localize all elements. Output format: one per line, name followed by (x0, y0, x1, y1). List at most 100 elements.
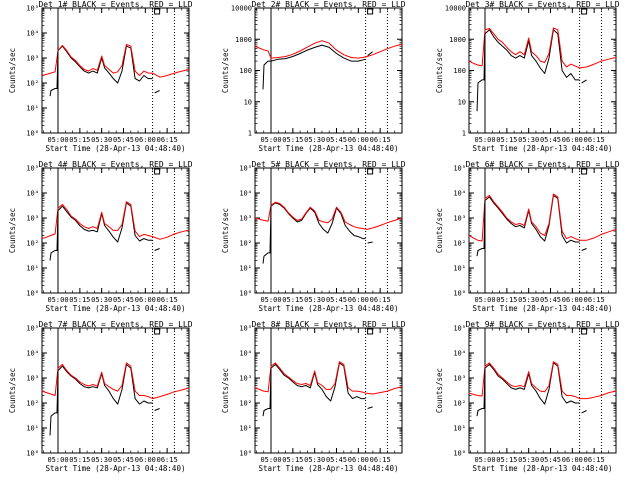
panel-title: Det 8# BLACK = Events, RED = LLD (251, 320, 405, 329)
detector-panel-7: Det 7# BLACK = Events, RED = LLD 10⁰ 10¹ 10… (8, 320, 193, 473)
x-tick-label: 05:15 (69, 296, 90, 304)
x-axis-label: Start Time (28-Apr-13 04:48:40) (473, 464, 613, 473)
y-tick-label: 10² (26, 400, 39, 408)
plot-frame (41, 327, 190, 454)
y-tick-label: 10³ (26, 55, 39, 63)
events-start-segment (476, 200, 486, 257)
events-series-line (484, 29, 580, 81)
x-tick-label: 05:30 (518, 136, 539, 144)
x-tick-label: 05:15 (496, 136, 517, 144)
y-tick-label: 10⁰ (26, 290, 39, 298)
x-tick-label: 05:45 (326, 296, 347, 304)
y-axis-label: Counts/sec (221, 368, 230, 413)
x-tick-label: 06:00 (562, 136, 583, 144)
events-start-segment (262, 206, 272, 264)
interval-marker-box (367, 328, 374, 335)
events-start-segment (476, 368, 486, 417)
plot-frame (468, 327, 617, 454)
y-tick-label: 10¹ (26, 425, 39, 433)
x-tick-label: 05:30 (304, 456, 325, 464)
events-start-segment (49, 370, 59, 436)
y-tick-label: 10⁴ (453, 190, 466, 198)
y-tick-label: 10⁴ (239, 190, 252, 198)
plot-frame (254, 327, 403, 454)
y-tick-label: 10¹ (453, 425, 466, 433)
y-tick-label: 10⁵ (453, 325, 466, 333)
y-axis-label: Counts/sec (221, 48, 230, 93)
y-axis-label: Counts/sec (8, 48, 17, 93)
x-axis-label: Start Time (28-Apr-13 04:48:40) (259, 144, 399, 153)
y-axis-label: Counts/sec (435, 48, 444, 93)
plot-frame (254, 7, 403, 134)
y-tick-label: 10¹ (239, 265, 252, 273)
y-tick-label: 10⁰ (239, 450, 252, 458)
x-tick-label: 05:00 (47, 136, 68, 144)
y-tick-label: 10² (453, 240, 466, 248)
events-series-line (270, 44, 366, 62)
x-axis-label: Start Time (28-Apr-13 04:48:40) (46, 144, 186, 153)
panel-title: Det 2# BLACK = Events, RED = LLD (251, 0, 405, 9)
events-start-segment (476, 33, 486, 112)
x-tick-label: 06:15 (370, 456, 391, 464)
events-start-segment (262, 368, 272, 417)
x-tick-label: 05:15 (282, 296, 303, 304)
y-tick-label: 10³ (26, 215, 39, 223)
interval-marker-box (367, 8, 374, 15)
x-axis-label: Start Time (28-Apr-13 04:48:40) (46, 304, 186, 313)
interval-marker-box (367, 168, 374, 175)
events-series-line (57, 202, 153, 243)
events-series-line (57, 363, 153, 405)
detector-panel-1: Det 1# BLACK = Events, RED = LLD 10⁰ 10¹ 10… (8, 0, 193, 153)
x-tick-label: 06:15 (370, 136, 391, 144)
y-tick-label: 10⁵ (453, 165, 466, 173)
y-tick-label: 10⁵ (26, 5, 39, 13)
y-tick-label: 10⁴ (26, 30, 39, 38)
x-tick-label: 05:15 (69, 136, 90, 144)
y-tick-label: 10⁰ (239, 290, 252, 298)
x-tick-label: 05:15 (69, 456, 90, 464)
y-tick-label: 10⁰ (453, 450, 466, 458)
y-tick-label: 10⁴ (453, 350, 466, 358)
y-tick-label: 10⁴ (239, 350, 252, 358)
x-tick-label: 05:30 (91, 456, 112, 464)
y-tick-label: 10² (453, 400, 466, 408)
events-start-segment (262, 60, 272, 90)
y-tick-label: 10⁵ (239, 325, 252, 333)
events-end-segment (581, 248, 587, 251)
x-tick-label: 06:15 (584, 296, 605, 304)
interval-marker-box (154, 168, 161, 175)
y-tick-label: 10¹ (26, 105, 39, 113)
events-series-line (484, 362, 580, 405)
panel-title: Det 7# BLACK = Events, RED = LLD (38, 320, 192, 329)
panel-title: Det 4# BLACK = Events, RED = LLD (38, 160, 192, 169)
y-tick-label: 10³ (239, 215, 252, 223)
x-axis-label: Start Time (28-Apr-13 04:48:40) (473, 144, 613, 153)
x-tick-label: 06:00 (135, 456, 156, 464)
y-axis-label: Counts/sec (8, 368, 17, 413)
y-tick-label: 1 (248, 130, 252, 138)
y-tick-label: 100 (239, 67, 252, 75)
detector-panel-5: Det 5# BLACK = Events, RED = LLD 10⁰ 10¹ 10… (221, 160, 406, 313)
y-tick-label: 10000 (231, 5, 252, 13)
x-tick-label: 05:00 (474, 136, 495, 144)
y-tick-label: 1000 (449, 36, 466, 44)
x-tick-label: 05:00 (474, 296, 495, 304)
panel-title: Det 1# BLACK = Events, RED = LLD (38, 0, 192, 9)
y-tick-label: 10⁴ (26, 350, 39, 358)
x-tick-label: 05:45 (540, 456, 561, 464)
x-tick-label: 05:15 (496, 456, 517, 464)
x-tick-label: 05:45 (540, 296, 561, 304)
x-tick-label: 05:30 (91, 136, 112, 144)
y-tick-label: 10 (458, 98, 466, 106)
x-tick-label: 05:00 (260, 296, 281, 304)
events-end-segment (154, 90, 160, 94)
x-tick-label: 06:00 (348, 136, 369, 144)
panel-title: Det 5# BLACK = Events, RED = LLD (251, 160, 405, 169)
y-tick-label: 10³ (239, 375, 252, 383)
y-axis-label: Counts/sec (221, 208, 230, 253)
x-tick-label: 06:15 (584, 136, 605, 144)
y-tick-label: 1 (462, 130, 466, 138)
detector-panel-8: Det 8# BLACK = Events, RED = LLD 10⁰ 10¹ 10… (221, 320, 406, 473)
panel-title: Det 9# BLACK = Events, RED = LLD (465, 320, 619, 329)
lld-series-line (254, 40, 403, 59)
